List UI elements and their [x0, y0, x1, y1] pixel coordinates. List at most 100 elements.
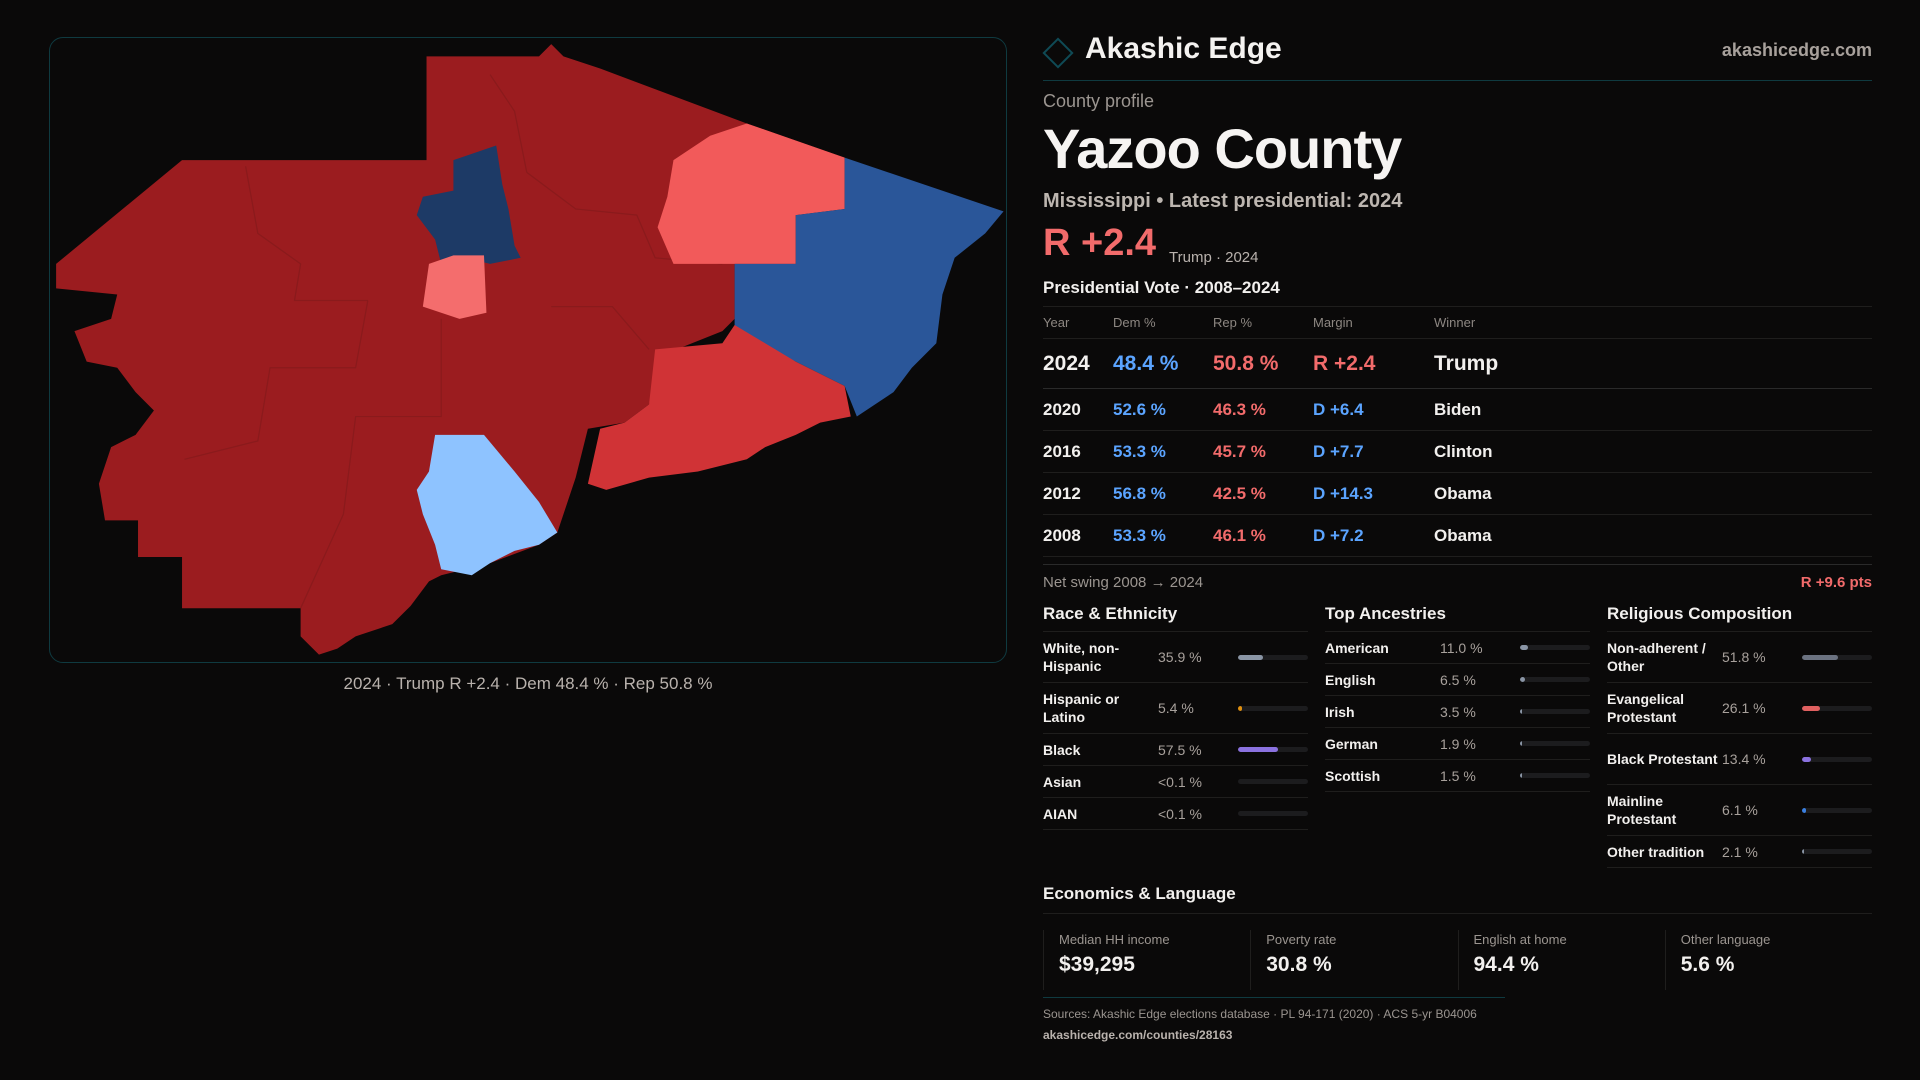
item-pct: 1.5 %: [1440, 767, 1476, 784]
divider: [1043, 997, 1505, 998]
bar-fill: [1802, 849, 1804, 854]
stat-value: 94.4 %: [1473, 953, 1539, 976]
item-label: Non-adherent / Other: [1607, 640, 1706, 674]
col-dem: Dem %: [1113, 306, 1213, 339]
stat-label: English at home: [1473, 932, 1567, 947]
item-label: Asian: [1043, 773, 1082, 790]
ancestry-row: Scottish 1.5 %: [1325, 760, 1590, 792]
item-pct: 3.5 %: [1440, 703, 1476, 720]
cell-rep: 45.7 %: [1213, 430, 1313, 473]
bar-fill: [1802, 654, 1839, 660]
precinct-strong-r[interactable]: [56, 44, 845, 655]
col-winner: Winner: [1434, 306, 1872, 339]
item-pct: 35.9 %: [1158, 649, 1202, 665]
cell-year: 2016: [1043, 430, 1113, 473]
cell-rep: 42.5 %: [1213, 472, 1313, 515]
cell-dem: 53.3 %: [1113, 430, 1213, 473]
cell-winner: Biden: [1434, 388, 1872, 431]
religion-title: Religious Composition: [1607, 602, 1872, 632]
religion-row: Non-adherent / Other 51.8 %: [1607, 632, 1872, 683]
item-label: AIAN: [1043, 805, 1078, 822]
bar-track: [1802, 807, 1872, 813]
item-label: American: [1325, 639, 1389, 656]
stat-card-other-language: Other language 5.6 %: [1664, 930, 1872, 990]
latest-margin: R +2.4: [1043, 222, 1157, 264]
cell-dem: 53.3 %: [1113, 514, 1213, 557]
county-url[interactable]: akashicedge.com/counties/28163: [1043, 1028, 1233, 1042]
site-link[interactable]: akashicedge.com: [1721, 40, 1872, 60]
item-pct: 13.4 %: [1722, 751, 1766, 767]
race-title: Race & Ethnicity: [1043, 602, 1308, 632]
item-label: Other tradition: [1607, 843, 1705, 860]
precinct-dark-d[interactable]: [416, 145, 521, 264]
col-rep: Rep %: [1213, 306, 1313, 339]
stat-label: Other language: [1680, 932, 1771, 947]
bar-track: [1802, 756, 1872, 762]
item-pct: 6.5 %: [1440, 671, 1476, 688]
brand: Akashic Edge: [1042, 32, 1282, 69]
item-pct: <0.1 %: [1158, 773, 1202, 790]
cell-rep: 46.3 %: [1213, 388, 1313, 431]
religion-row: Mainline Protestant 6.1 %: [1607, 785, 1872, 836]
bar-track: [1802, 654, 1872, 660]
race-row: Hispanic or Latino 5.4 %: [1043, 683, 1308, 734]
cell-margin: D +7.2: [1313, 514, 1434, 557]
item-pct: <0.1 %: [1158, 805, 1202, 822]
ancestry-row: English 6.5 %: [1325, 664, 1590, 696]
cell-winner: Obama: [1434, 514, 1872, 557]
economics-cards: Median HH income $39,295 Poverty rate 30.8…: [1043, 930, 1872, 990]
bar-fill: [1802, 756, 1812, 762]
item-label: Mainline Protestant: [1607, 793, 1677, 827]
cell-margin: R +2.4: [1313, 338, 1434, 389]
cell-winner: Trump: [1434, 338, 1872, 389]
religion-row: Evangelical Protestant 26.1 %: [1607, 683, 1872, 734]
item-label: German: [1325, 735, 1378, 752]
net-swing-value: R +9.6 pts: [1800, 574, 1872, 591]
stat-card-poverty: Poverty rate 30.8 %: [1250, 930, 1457, 990]
ancestry-title: Top Ancestries: [1325, 602, 1590, 632]
item-label: Scottish: [1325, 767, 1381, 784]
bar-fill: [1520, 741, 1522, 746]
net-swing-label: Net swing 2008 → 2024: [1043, 574, 1204, 591]
precinct-tilt-r[interactable]: [657, 123, 845, 264]
cell-margin: D +6.4: [1313, 388, 1434, 431]
bar-track: [1520, 709, 1590, 714]
precinct-strong-d[interactable]: [734, 157, 1004, 417]
cell-winner: Obama: [1434, 472, 1872, 515]
bar-fill: [1520, 709, 1523, 714]
bar-fill: [1802, 807, 1807, 813]
race-row: Black 57.5 %: [1043, 734, 1308, 766]
item-pct: 11.0 %: [1440, 639, 1483, 656]
cell-rep: 50.8 %: [1213, 338, 1313, 389]
brand-name: Akashic Edge: [1085, 32, 1282, 65]
stat-label: Poverty rate: [1266, 932, 1337, 947]
stat-label: Median HH income: [1059, 932, 1170, 947]
vote-row: 2016 53.3 % 45.7 % D +7.7 Clinton: [1043, 430, 1872, 473]
item-label: Black: [1043, 741, 1081, 758]
cell-rep: 46.1 %: [1213, 514, 1313, 557]
bar-track: [1238, 654, 1308, 660]
precinct-tilt-d[interactable]: [416, 434, 558, 576]
precinct-pink-r[interactable]: [422, 255, 487, 319]
item-pct: 26.1 %: [1722, 700, 1766, 716]
bar-track: [1238, 779, 1308, 784]
col-year: Year: [1043, 306, 1113, 339]
divider: [1043, 80, 1872, 81]
precinct-lean-r[interactable]: [587, 324, 851, 490]
cell-year: 2008: [1043, 514, 1113, 557]
cell-winner: Clinton: [1434, 430, 1872, 473]
bar-fill: [1238, 654, 1264, 660]
page-title: Yazoo County: [1043, 117, 1402, 180]
subtitle: Mississippi • Latest presidential: 2024: [1043, 190, 1403, 212]
stat-value: $39,295: [1059, 953, 1135, 976]
cell-year: 2020: [1043, 388, 1113, 431]
map-caption: 2024 · Trump R +2.4 · Dem 48.4 % · Rep 5…: [343, 674, 713, 693]
bar-track: [1238, 811, 1308, 816]
stat-card-english: English at home 94.4 %: [1457, 930, 1665, 990]
bar-track: [1520, 677, 1590, 682]
item-pct: 57.5 %: [1158, 741, 1202, 758]
county-map[interactable]: [49, 37, 1007, 663]
bar-track: [1238, 747, 1308, 752]
cell-dem: 52.6 %: [1113, 388, 1213, 431]
bar-fill: [1520, 677, 1525, 682]
